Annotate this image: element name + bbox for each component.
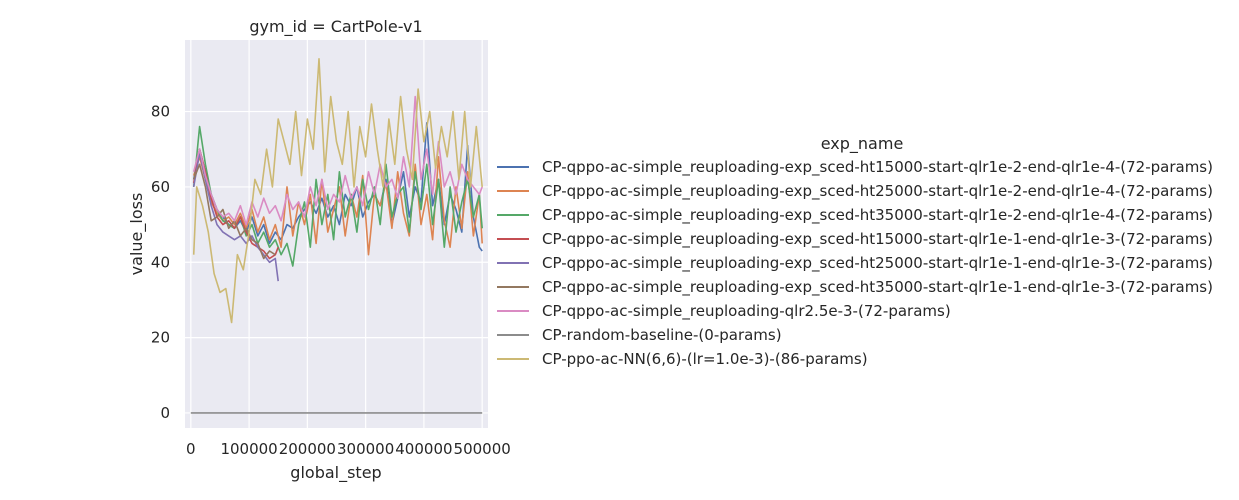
x-tick-labels: 0 100000 200000 300000 400000 500000: [186, 440, 511, 458]
y-tick-label: 0: [160, 404, 170, 422]
legend-label: CP-ppo-ac-NN(6,6)-(lr=1.0e-3)-(86-params…: [542, 350, 868, 368]
x-tick-label: 0: [186, 440, 196, 458]
legend-label: CP-qppo-ac-simple_reuploading-exp_sced-h…: [542, 158, 1213, 177]
legend-label: CP-random-baseline-(0-params): [542, 326, 782, 344]
legend-title: exp_name: [821, 134, 904, 154]
series-line: [192, 152, 279, 282]
legend-items: CP-qppo-ac-simple_reuploading-exp_sced-h…: [497, 158, 1213, 368]
y-tick-label: 60: [151, 178, 170, 196]
legend-label: CP-qppo-ac-simple_reuploading-qlr2.5e-3-…: [542, 302, 951, 321]
y-axis-label: value_loss: [127, 193, 147, 276]
series-line: [192, 156, 483, 256]
x-tick-label: 400000: [395, 440, 452, 458]
legend-label: CP-qppo-ac-simple_reuploading-exp_sced-h…: [542, 254, 1213, 273]
x-tick-label: 200000: [279, 440, 336, 458]
plot-area: [185, 40, 488, 428]
x-tick-label: 500000: [454, 440, 511, 458]
legend-label: CP-qppo-ac-simple_reuploading-exp_sced-h…: [542, 206, 1213, 225]
legend-label: CP-qppo-ac-simple_reuploading-exp_sced-h…: [542, 278, 1213, 297]
x-tick-label: 300000: [337, 440, 394, 458]
y-tick-label: 20: [151, 329, 170, 347]
x-tick-label: 100000: [220, 440, 277, 458]
chart-title: gym_id = CartPole-v1: [249, 17, 422, 37]
legend-label: CP-qppo-ac-simple_reuploading-exp_sced-h…: [542, 230, 1213, 249]
y-tick-label: 80: [151, 103, 170, 121]
y-tick-labels: 0 20 40 60 80: [151, 103, 170, 422]
legend: exp_name CP-qppo-ac-simple_reuploading-e…: [497, 134, 1213, 368]
series-line: [192, 57, 483, 324]
x-axis-label: global_step: [290, 463, 381, 483]
y-tick-label: 40: [151, 253, 170, 271]
legend-label: CP-qppo-ac-simple_reuploading-exp_sced-h…: [542, 182, 1213, 201]
series-layer: [190, 57, 483, 414]
